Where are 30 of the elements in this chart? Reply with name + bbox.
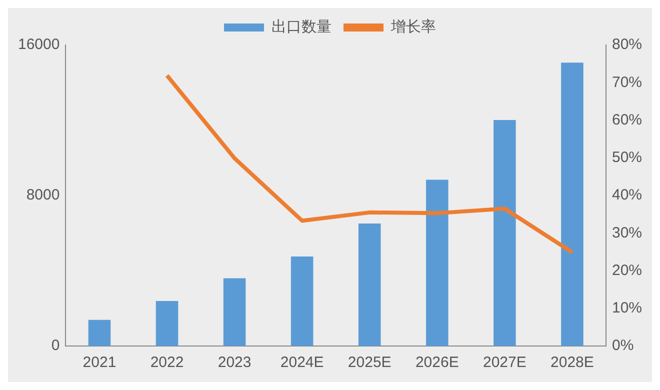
x-tick-label: 2028E <box>550 354 594 372</box>
y-tick-label: 16000 <box>18 36 60 54</box>
y2-tick-label: 0% <box>612 337 634 354</box>
y2-tick-label: 60% <box>612 111 642 128</box>
y2-tick-label: 70% <box>612 74 642 91</box>
bar <box>561 62 584 346</box>
bar <box>358 224 381 346</box>
bar <box>88 320 111 346</box>
x-tick-label: 2026E <box>415 354 459 372</box>
legend-label: 增长率 <box>390 18 436 36</box>
x-tick-label: 2025E <box>348 354 392 372</box>
bar <box>426 180 448 346</box>
x-tick-label: 2023 <box>218 354 252 372</box>
bar <box>223 278 246 346</box>
x-tick-label: 2027E <box>482 354 526 372</box>
y-tick-label: 8000 <box>26 186 60 204</box>
x-tick-label: 2024E <box>280 354 324 372</box>
y2-tick-label: 30% <box>612 224 642 242</box>
y2-tick-label: 80% <box>612 36 642 54</box>
legend-label: 出口数量 <box>272 18 332 36</box>
y2-tick-label: 40% <box>612 186 642 204</box>
y2-tick-label: 50% <box>612 149 642 166</box>
x-tick-label: 2021 <box>82 354 116 372</box>
x-tick-label: 2022 <box>150 354 184 372</box>
bar <box>156 301 178 346</box>
y2-tick-label: 10% <box>612 300 642 317</box>
bar <box>290 256 314 346</box>
y-tick-label: 0 <box>51 337 60 354</box>
y2-tick-label: 20% <box>612 262 642 279</box>
bar <box>494 120 516 346</box>
